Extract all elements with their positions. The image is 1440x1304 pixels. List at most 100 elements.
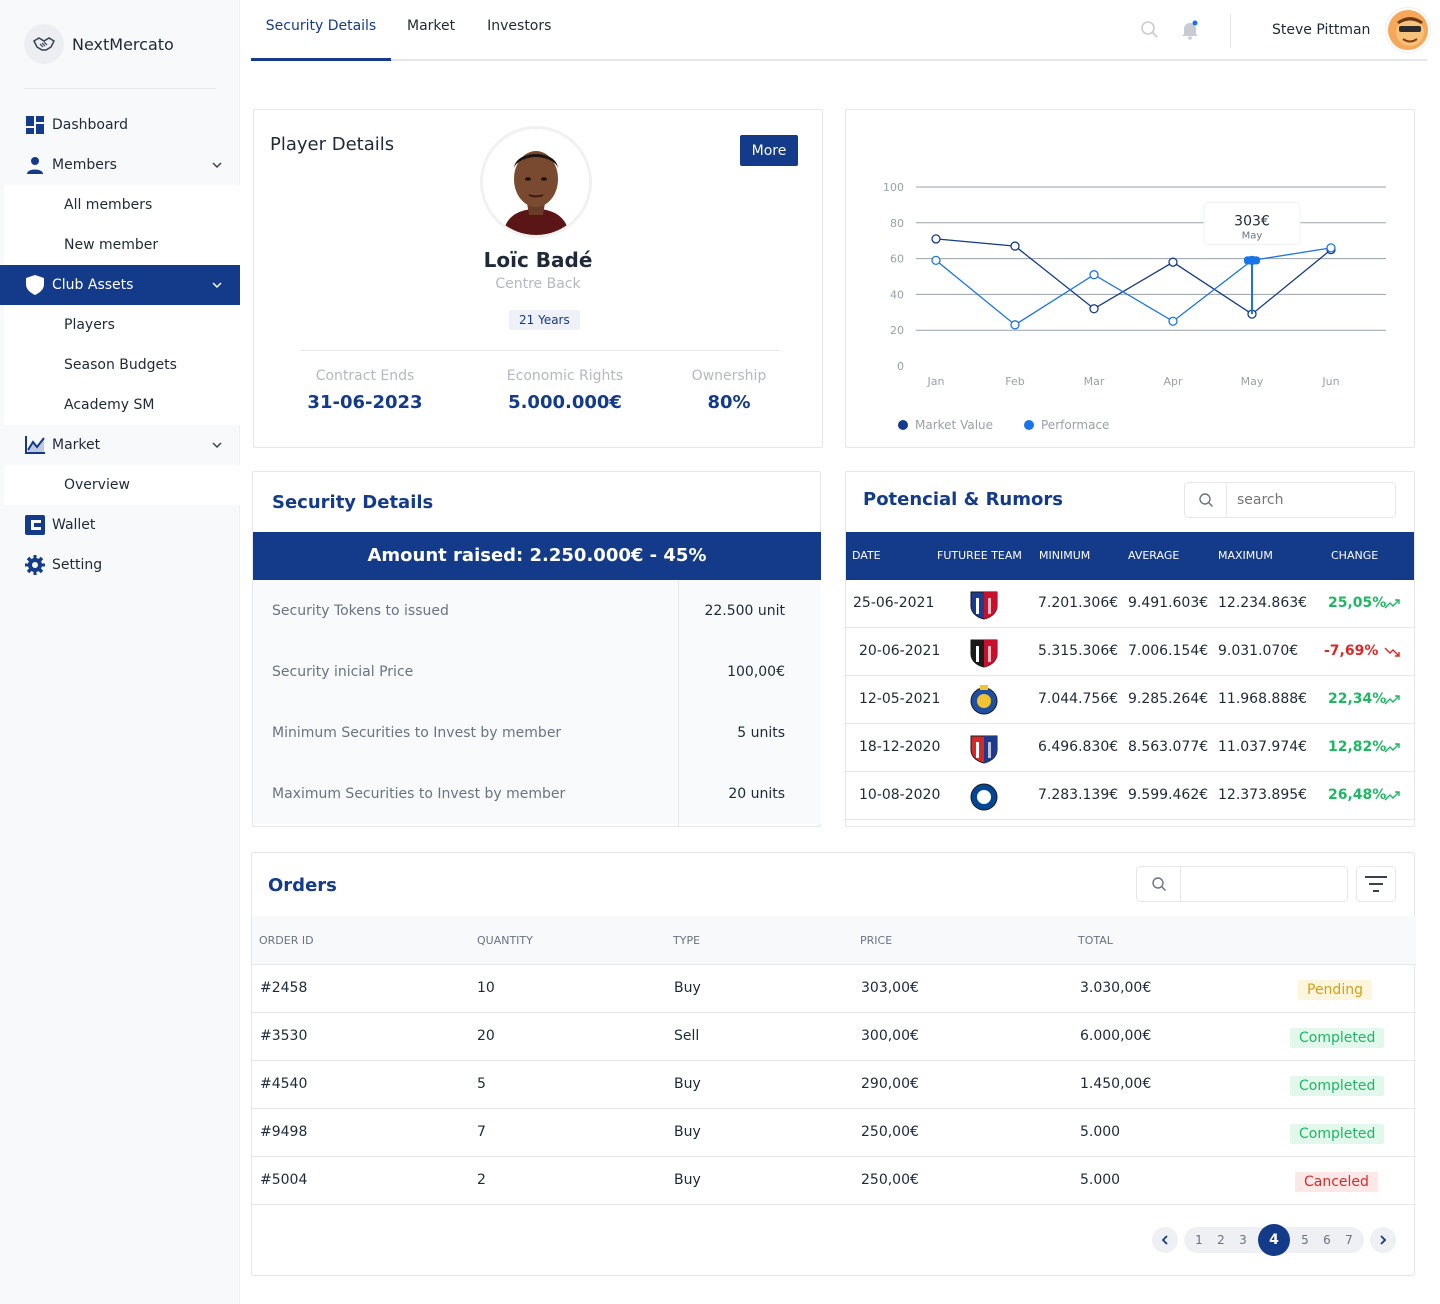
type-cell: Buy	[674, 1076, 701, 1092]
sidebar: NextMercato Dashboard Members All member…	[0, 0, 240, 1304]
table-row[interactable]: #4540 5 Buy 290,00€ 1.450,00€ Completed	[252, 1061, 1416, 1109]
page-button[interactable]: 7	[1345, 1233, 1353, 1247]
sidebar-item-academy-sm[interactable]: Academy SM	[4, 385, 240, 425]
minimum-cell: 7.201.306€	[1038, 595, 1119, 611]
date-cell: 12-05-2021	[859, 691, 941, 707]
bell-icon[interactable]	[1180, 20, 1200, 40]
chart-icon	[24, 434, 46, 456]
column-header: AVERAGE	[1128, 549, 1180, 562]
sidebar-item-wallet[interactable]: Wallet	[0, 505, 240, 545]
rumors-search	[1184, 482, 1396, 518]
brand[interactable]: NextMercato	[24, 24, 174, 64]
tab-market[interactable]: Market	[407, 18, 456, 34]
status-badge: Completed	[1290, 1028, 1385, 1048]
column-header: MINIMUM	[1039, 549, 1091, 562]
chart-card: 0 20 40 60 80 100 Jan Feb Mar Apr May Jun 303€ May Mar…	[845, 109, 1415, 448]
card-title: Orders	[268, 875, 337, 896]
filter-button[interactable]	[1356, 866, 1396, 902]
tab-underline	[251, 59, 1427, 61]
card-title: Security Details	[272, 492, 434, 513]
maximum-cell: 9.031.070€	[1218, 643, 1299, 659]
search-input[interactable]	[1181, 867, 1341, 901]
divider	[1230, 14, 1231, 48]
column-header: MAXIMUM	[1218, 549, 1273, 562]
more-button[interactable]: More	[740, 135, 798, 166]
player-position: Centre Back	[495, 276, 581, 292]
page-button[interactable]: 2	[1217, 1233, 1225, 1247]
table-row[interactable]: 25-06-2021 7.201.306€ 9.491.603€ 12.234.863…	[846, 580, 1414, 628]
order-id-cell: #4540	[260, 1076, 308, 1092]
table-row[interactable]: 20-06-2021 5.315.306€ 7.006.154€ 9.031.070€…	[846, 628, 1414, 676]
sidebar-item-label: Club Assets	[52, 277, 134, 293]
sidebar-item-label: Market	[52, 437, 101, 453]
status-badge: Completed	[1290, 1076, 1385, 1096]
sidebar-item-setting[interactable]: Setting	[0, 545, 240, 585]
stat-economic-rights: Economic Rights 5.000.000€	[475, 368, 655, 413]
page-button[interactable]: 5	[1301, 1233, 1309, 1247]
data-point[interactable]	[1326, 243, 1336, 253]
data-point[interactable]	[1168, 257, 1178, 267]
column-header: TOTAL	[1078, 934, 1113, 947]
trend-up-icon	[1384, 695, 1400, 705]
table-row[interactable]: #9498 7 Buy 250,00€ 5.000 Completed	[252, 1109, 1416, 1157]
search-input[interactable]	[1227, 492, 1387, 508]
sidebar-item-all-members[interactable]: All members	[4, 185, 240, 225]
sidebar-item-dashboard[interactable]: Dashboard	[0, 105, 240, 145]
top-navigation: Security Details Market Investors Steve …	[240, 0, 1440, 62]
order-id-cell: #5004	[260, 1172, 308, 1188]
chevron-left-icon	[1161, 1235, 1168, 1245]
data-point[interactable]	[1010, 320, 1020, 330]
row-key: Security Tokens to issued	[272, 602, 449, 619]
data-point[interactable]	[1089, 304, 1099, 314]
maximum-cell: 12.373.895€	[1218, 787, 1308, 803]
data-point[interactable]	[1089, 270, 1099, 280]
stat-value: 31-06-2023	[307, 392, 423, 413]
prev-page-button[interactable]	[1152, 1227, 1178, 1253]
search-icon[interactable]	[1137, 867, 1181, 901]
table-header: DATE FUTUREE TEAM MINIMUM AVERAGE MAXIMU…	[846, 532, 1414, 580]
chevron-down-icon[interactable]	[210, 278, 224, 292]
row-key: Security inicial Price	[272, 663, 414, 680]
sidebar-item-market[interactable]: Market	[0, 425, 240, 465]
page-button[interactable]: 4	[1258, 1224, 1290, 1256]
sidebar-item-club-assets[interactable]: Club Assets	[0, 265, 240, 305]
chevron-down-icon[interactable]	[210, 158, 224, 172]
row-key: Minimum Securities to Invest by member	[272, 724, 562, 741]
top-icons	[1140, 20, 1200, 40]
sidebar-item-label: Overview	[64, 477, 130, 493]
data-point[interactable]	[1168, 316, 1178, 326]
quantity-cell: 2	[477, 1172, 486, 1188]
page-button[interactable]: 6	[1323, 1233, 1331, 1247]
data-point[interactable]	[1010, 241, 1020, 251]
search-icon[interactable]	[1140, 20, 1160, 40]
table-row[interactable]: #2458 10 Buy 303,00€ 3.030,00€ Pending	[252, 965, 1416, 1013]
tab-investors[interactable]: Investors	[487, 18, 552, 34]
search-icon[interactable]	[1185, 483, 1227, 517]
user-name[interactable]: Steve Pittman	[1272, 22, 1371, 38]
data-point[interactable]	[931, 255, 941, 266]
chevron-down-icon[interactable]	[210, 438, 224, 452]
average-cell: 9.491.603€	[1128, 595, 1209, 611]
maximum-cell: 11.968.888€	[1218, 691, 1308, 707]
change-cell: 12,82%	[1328, 739, 1387, 755]
minimum-cell: 6.496.830€	[1038, 739, 1119, 755]
data-point[interactable]	[931, 234, 941, 244]
sidebar-item-season-budgets[interactable]: Season Budgets	[4, 345, 240, 385]
page-button[interactable]: 1	[1195, 1233, 1203, 1247]
tab-security-details[interactable]: Security Details	[265, 18, 377, 34]
page-button[interactable]: 3	[1239, 1233, 1247, 1247]
sidebar-item-overview[interactable]: Overview	[4, 465, 240, 505]
table-row[interactable]: 12-05-2021 7.044.756€ 9.285.264€ 11.968.888…	[846, 676, 1414, 724]
avatar[interactable]	[1386, 8, 1430, 52]
sidebar-item-members[interactable]: Members	[0, 145, 240, 185]
series-line	[935, 238, 1332, 315]
table-row[interactable]: #3530 20 Sell 300,00€ 6.000,00€ Completed	[252, 1013, 1416, 1061]
sidebar-item-players[interactable]: Players	[4, 305, 240, 345]
table-row[interactable]: 10-08-2020 7.283.139€ 9.599.462€ 12.373.895…	[846, 772, 1414, 820]
security-row: Security Tokens to issued 22.500 unit	[253, 580, 821, 641]
table-row[interactable]: #5004 2 Buy 250,00€ 5.000 Canceled	[252, 1157, 1416, 1205]
sidebar-item-new-member[interactable]: New member	[4, 225, 240, 265]
next-page-button[interactable]	[1370, 1227, 1396, 1253]
table-row[interactable]: 18-12-2020 6.496.830€ 8.563.077€ 11.037.974…	[846, 724, 1414, 772]
gear-icon	[24, 554, 46, 576]
